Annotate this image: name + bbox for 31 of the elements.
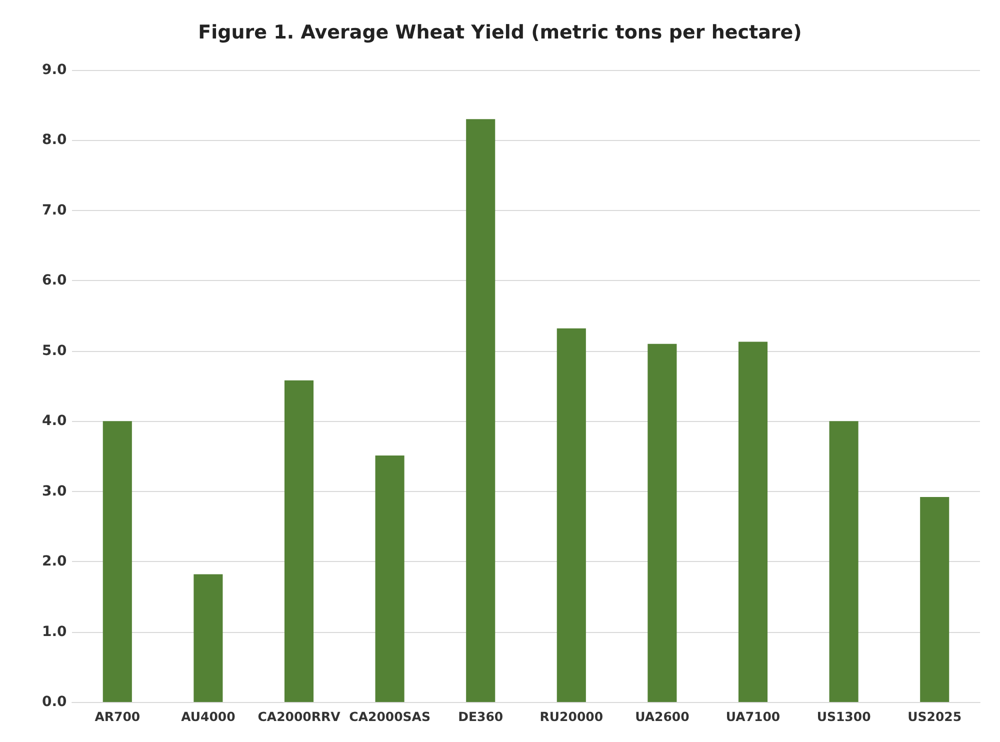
x-tick-label: AR700 (94, 709, 140, 724)
bar (375, 456, 404, 702)
y-tick-label: 4.0 (42, 413, 68, 430)
bar (829, 421, 858, 702)
y-tick-label: 1.0 (42, 624, 68, 640)
y-tick-label: 3.0 (42, 483, 68, 500)
x-tick-label: AU4000 (181, 709, 236, 724)
chart-title: Figure 1. Average Wheat Yield (metric tons per hectare) (198, 22, 802, 44)
y-tick-label: 0.0 (42, 694, 68, 710)
x-tick-label: US1300 (816, 709, 872, 724)
bar (738, 342, 768, 702)
y-tick-label: 2.0 (42, 554, 68, 570)
x-tick-label: UA7100 (726, 709, 780, 724)
x-tick-label: DE360 (458, 709, 504, 724)
y-tick-label: 9.0 (42, 62, 68, 78)
x-tick-label: UA2600 (635, 709, 690, 724)
y-tick-label: 7.0 (42, 202, 68, 218)
x-tick-label: US2025 (908, 709, 962, 724)
y-tick-label: 5.0 (42, 342, 68, 359)
bar (102, 421, 132, 702)
x-tick-label: CA2000RRV (258, 709, 341, 724)
y-tick-label: 6.0 (42, 272, 68, 289)
x-tick-label: CA2000SAS (349, 709, 430, 724)
bar (284, 380, 314, 702)
bar (194, 574, 223, 702)
bar (648, 344, 677, 702)
bar (466, 119, 496, 702)
x-tick-label: RU20000 (540, 709, 604, 724)
bar (920, 496, 950, 702)
y-tick-label: 8.0 (42, 132, 68, 148)
bar (556, 328, 586, 702)
